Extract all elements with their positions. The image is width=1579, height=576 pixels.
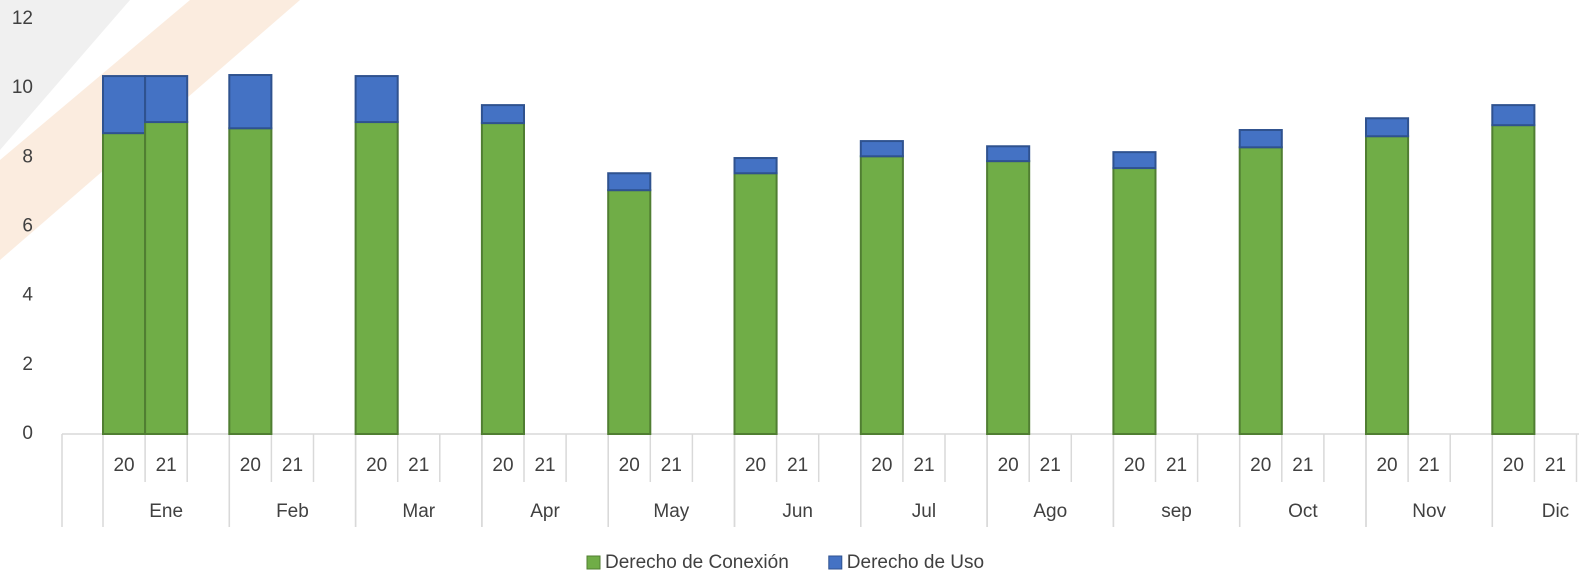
bar-segment (1238, 146, 1283, 435)
legend-label: Derecho de Conexión (605, 552, 789, 573)
bar-segment (102, 132, 147, 435)
x-subcategory-label: 20 (366, 455, 387, 476)
x-category-label: Oct (1288, 501, 1318, 522)
x-category-label: Jul (912, 501, 936, 522)
x-subcategory-label: 21 (156, 455, 177, 476)
bar-segment (480, 122, 525, 436)
watermark (0, 0, 130, 150)
x-subcategory-label: 21 (787, 455, 808, 476)
x-subcategory-label: 21 (1545, 455, 1566, 476)
bar-segment (144, 75, 189, 124)
legend-label: Derecho de Uso (847, 552, 984, 573)
bar-segment (354, 75, 399, 124)
bar-segment (859, 155, 904, 435)
y-tick-label: 12 (12, 8, 33, 29)
x-category-label: Ago (1033, 501, 1067, 522)
x-subcategory-label: 21 (534, 455, 555, 476)
x-subcategory-label: 20 (1376, 455, 1397, 476)
bar-segment (733, 172, 778, 435)
bar-segment (1365, 117, 1410, 138)
x-subcategory-label: 21 (661, 455, 682, 476)
x-subcategory-label: 21 (913, 455, 934, 476)
bar-segment (607, 172, 652, 192)
x-category-label: sep (1161, 501, 1192, 522)
x-subcategory-label: 20 (998, 455, 1019, 476)
bar-segment (1491, 104, 1536, 127)
x-category-label: Nov (1412, 501, 1446, 522)
x-subcategory-label: 21 (282, 455, 303, 476)
y-tick-label: 4 (22, 285, 33, 306)
x-subcategory-label: 21 (1419, 455, 1440, 476)
x-subcategory-label: 20 (871, 455, 892, 476)
x-subcategory-label: 21 (1166, 455, 1187, 476)
x-subcategory-label: 20 (745, 455, 766, 476)
x-subcategory-label: 20 (492, 455, 513, 476)
bar-segment (1491, 124, 1536, 435)
y-tick-label: 2 (22, 354, 33, 375)
x-subcategory-label: 20 (1250, 455, 1271, 476)
x-category-label: May (653, 501, 689, 522)
x-category-label: Apr (530, 501, 560, 522)
bar-segment (1112, 151, 1157, 170)
x-category-label: Jun (782, 501, 813, 522)
x-category-label: Dic (1542, 501, 1569, 522)
bar-segment (986, 160, 1031, 435)
bar-segment (859, 140, 904, 158)
legend-swatch (586, 555, 601, 570)
bar-segment (1238, 129, 1283, 149)
bar-segment (986, 145, 1031, 163)
x-subcategory-label: 20 (113, 455, 134, 476)
y-tick-label: 0 (22, 423, 33, 444)
x-category-label: Feb (276, 501, 309, 522)
bar-segment (228, 74, 273, 130)
y-tick-label: 10 (12, 77, 33, 98)
x-subcategory-label: 20 (619, 455, 640, 476)
x-category-label: Ene (149, 501, 183, 522)
bar-segment (1365, 135, 1410, 436)
bar-segment (354, 121, 399, 436)
bar-segment (228, 127, 273, 436)
y-tick-label: 8 (22, 146, 33, 167)
bar-segment (1112, 167, 1157, 435)
bar-segment (607, 189, 652, 435)
x-category-label: Mar (402, 501, 435, 522)
x-subcategory-label: 21 (1292, 455, 1313, 476)
y-tick-label: 6 (22, 216, 33, 237)
x-subcategory-label: 21 (408, 455, 429, 476)
x-subcategory-label: 20 (240, 455, 261, 476)
x-subcategory-label: 20 (1124, 455, 1145, 476)
x-subcategory-label: 20 (1503, 455, 1524, 476)
x-subcategory-label: 21 (1040, 455, 1061, 476)
legend-swatch (828, 555, 843, 570)
bar-segment (733, 157, 778, 175)
bar-segment (480, 104, 525, 125)
bar-segment (102, 75, 147, 135)
bar-segment (144, 121, 189, 436)
